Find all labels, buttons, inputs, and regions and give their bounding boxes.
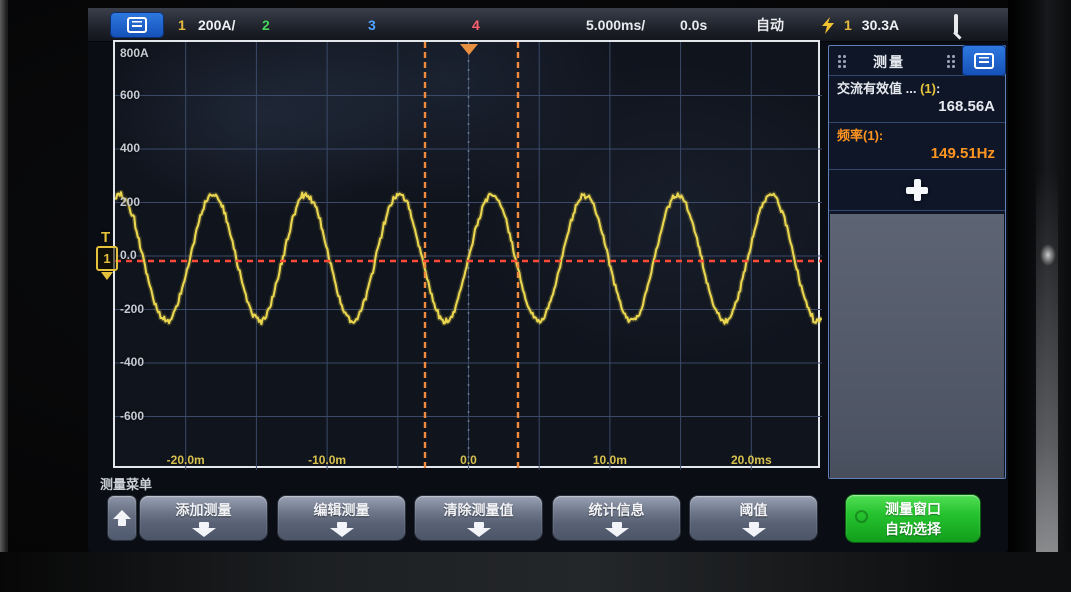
drag-handle-icon[interactable] [947,55,950,58]
green-button-line2: 自动选择 [885,521,941,537]
arrow-down-icon [604,522,629,538]
y-axis-tick-label: 0.0 [120,248,137,262]
trigger-level-marker[interactable]: T [101,229,111,246]
menu-up-button[interactable] [108,496,136,540]
trigger-level-value: 30.3A [861,17,900,33]
bezel-right-strip [1036,170,1058,592]
bezel-left-edge [0,0,8,592]
y-axis-tick-label: -200 [120,301,145,316]
bottom-menu-title: 测量菜单 [100,477,153,492]
waveform-plot-area[interactable]: 800A 600 400 200 0.0 -200 -400 -600 -20.… [113,40,822,470]
add-measurement-button[interactable] [829,170,1005,211]
waveform-svg [115,42,822,470]
measure-window-auto-select-button[interactable]: 测量窗口 自动选择 [846,495,980,542]
main-menu-button[interactable] [110,12,164,38]
arrow-down-icon [329,522,354,538]
menu-button-label: 编辑测量 [313,502,370,518]
y-axis-tick-label: -400 [120,355,145,369]
menu-button-edit-measurement[interactable]: 编辑测量 [278,496,405,540]
drag-handle-icon[interactable] [838,55,841,58]
arrow-down-icon [191,522,216,538]
channel-4-indicator[interactable]: 4 [472,17,480,33]
menu-button-label: 清除测量值 [443,502,514,518]
channel-2-indicator[interactable]: 2 [262,17,270,33]
measurement-menu-button[interactable] [962,45,1006,76]
arrow-down-icon [466,522,491,538]
measurement-panel-header[interactable]: 测量 [829,45,1006,76]
menu-button-label: 添加测量 [175,502,232,518]
horizontal-delay-value[interactable]: 0.0s [680,17,708,33]
green-button-line1: 测量窗口 [885,501,941,517]
measurement-label: 频率(1): [837,128,884,143]
x-axis-tick-label: 20.0ms [730,453,772,467]
channel-1-scale[interactable]: 200A/ [198,17,236,33]
measurement-panel: 测量 交流有效值 ... (1): 168.56A 频率(1): 149.51H… [828,45,1006,479]
y-axis-tick-label: 200 [120,194,141,209]
cycle-icon [855,510,868,523]
measurement-panel-empty-area [830,214,1004,478]
y-axis-tick-label: 400 [120,141,141,155]
menu-button-label: 统计信息 [588,502,645,518]
trigger-status[interactable]: 1 30.3A [822,16,899,34]
measurement-list: 交流有效值 ... (1): 168.56A 频率(1): 149.51Hz [829,76,1005,211]
x-axis-tick-label: -10.0m [308,453,347,467]
measurement-value: 149.51Hz [930,145,995,162]
bezel-glint [1040,244,1056,266]
timebase-value[interactable]: 5.000ms/ [586,17,646,33]
y-axis-tick-label: 800A [120,46,149,60]
channel-1-indicator[interactable]: 1 [178,17,186,33]
measurement-panel-title: 测量 [873,54,905,70]
menu-list-icon [974,52,994,69]
channel-1-ground-arrow-icon [101,272,113,280]
zoom-window-icon [954,14,958,34]
top-status-bar: 1 200A/ 2 3 4 5.000ms/ 0.0s 自动 1 30.3A [88,8,1008,42]
x-axis-tick-label: 10.0m [592,453,627,467]
trigger-lightning-icon [822,16,834,34]
x-axis-tick-label: 0.0 [460,453,477,467]
channel-3-indicator[interactable]: 3 [368,17,376,33]
menu-button-threshold[interactable]: 阈值 [690,496,817,540]
trigger-source-value: 1 [844,17,852,33]
bezel-bottom [0,552,1071,592]
measurement-value: 168.56A [938,98,995,115]
menu-button-add-measurement[interactable]: 添加测量 [140,496,267,540]
oscilloscope-screen: 1 200A/ 2 3 4 5.000ms/ 0.0s 自动 1 30.3A [88,8,1008,552]
zoom-window-button[interactable] [954,14,980,34]
measurement-row-ac-rms[interactable]: 交流有效值 ... (1): 168.56A [829,76,1005,123]
menu-list-icon [127,17,147,33]
menu-button-clear-measurements[interactable]: 清除测量值 [415,496,542,540]
trigger-mode-value[interactable]: 自动 [756,17,784,33]
y-axis-tick-label: -600 [120,408,145,423]
x-axis-tick-label: -20.0m [166,453,205,467]
y-axis-tick-label: 600 [120,87,141,102]
plus-icon [906,179,928,201]
arrow-down-icon [741,522,766,538]
trigger-position-marker-icon[interactable] [460,44,478,55]
measurement-label: 交流有效值 ... (1): [837,81,941,96]
menu-button-statistics[interactable]: 统计信息 [553,496,680,540]
menu-button-label: 阈值 [739,502,768,518]
channel-1-ground-marker[interactable]: 1 [96,246,118,271]
measurement-row-frequency[interactable]: 频率(1): 149.51Hz [829,123,1005,170]
arrow-up-icon [113,510,131,526]
